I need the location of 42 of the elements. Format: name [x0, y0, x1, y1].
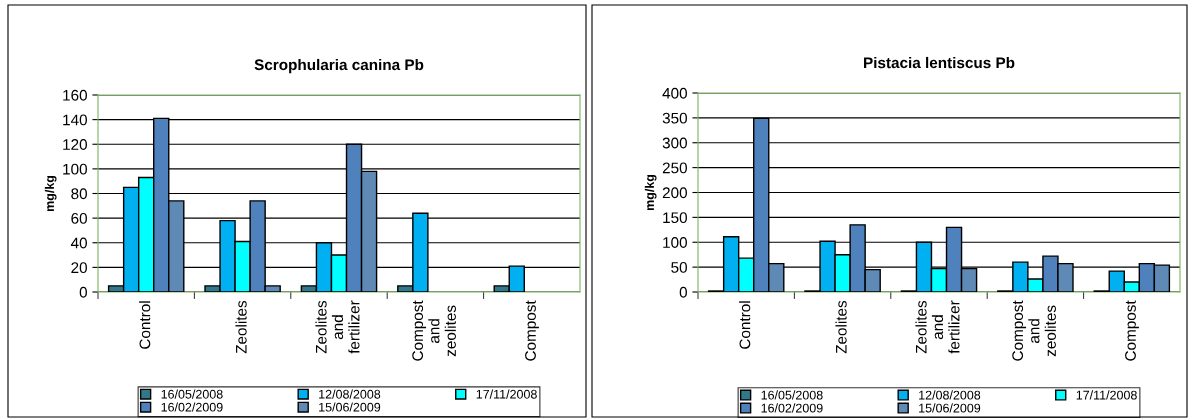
x-tick-label: Compost	[1125, 300, 1139, 361]
legend-label: 16/02/2009	[761, 403, 823, 413]
x-tick-label: Zeolites and fertilizer	[915, 300, 960, 354]
legend-label: 16/05/2008	[161, 389, 223, 399]
legend-label: 17/11/2008	[476, 389, 537, 399]
chart-title: Scrophularia canina Pb	[254, 58, 424, 74]
y-tick-label: 80	[71, 188, 87, 200]
y-tick-label: 100	[663, 237, 687, 248]
y-tick-label: 140	[63, 114, 87, 126]
legend-label: 15/06/2009	[319, 402, 381, 412]
x-tick-label: Zeolites	[235, 300, 247, 354]
x-tick-label: Zeolites	[835, 300, 847, 354]
legend-label: 12/08/2008	[319, 389, 381, 399]
y-tick-label: 160	[63, 89, 87, 101]
x-tick-label: Compost	[525, 300, 539, 361]
y-tick-label: 60	[71, 212, 87, 224]
y-tick-label: 100	[63, 163, 87, 175]
y-tick-label: 150	[663, 212, 687, 224]
y-axis-title: mg/kg	[44, 175, 57, 212]
y-tick-label: 40	[70, 237, 87, 249]
legend-label: 17/11/2008	[1076, 390, 1137, 400]
legend-label: 16/05/2008	[761, 390, 823, 400]
y-tick-label: 250	[662, 162, 687, 174]
y-tick-label: 0	[79, 286, 87, 298]
y-tick-label: 0	[679, 286, 687, 298]
x-tick-label: Control	[739, 301, 751, 349]
x-tick-label: Compost and zeolites	[412, 300, 456, 361]
y-tick-label: 120	[63, 139, 87, 150]
x-tick-label: Zeolites and fertilizer	[315, 300, 360, 354]
y-tick-label: 50	[671, 261, 687, 273]
x-tick-label: Control	[139, 301, 151, 349]
y-tick-label: 200	[662, 187, 687, 199]
x-tick-label: Compost and zeolites	[1012, 300, 1056, 361]
legend-label: 16/02/2009	[161, 402, 223, 412]
legend-label: 12/08/2008	[919, 390, 981, 400]
y-tick-label: 300	[662, 137, 687, 149]
chart-title: Pistacia lentiscus Pb	[864, 56, 1015, 69]
y-axis-title: mg/kg	[644, 174, 657, 211]
y-tick-label: 350	[662, 112, 687, 124]
y-tick-label: 400	[662, 87, 687, 99]
legend-label: 15/06/2009	[919, 403, 981, 413]
y-tick-label: 20	[71, 262, 87, 274]
